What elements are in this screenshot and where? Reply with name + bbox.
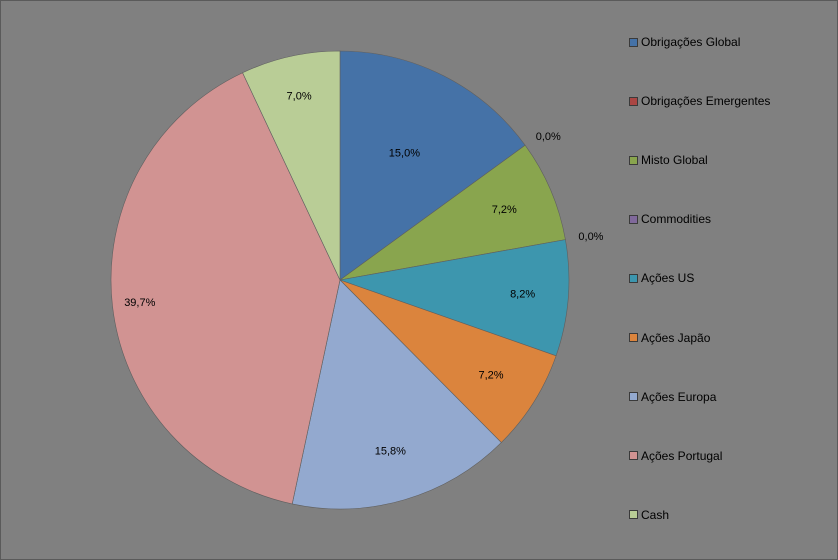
legend-item-cash: Cash [629,506,669,524]
legend-swatch [629,214,638,224]
data-label-acoes-europa: 15,8% [375,445,406,457]
pie-slice-misto-global [339,144,566,281]
legend-swatch [629,392,638,402]
legend-item-acoes-us: Ações US [629,269,694,287]
legend-swatch [629,96,638,106]
pie-slice-acoes-europa [291,279,502,510]
legend-swatch [629,37,638,47]
data-label-obrigacoes-global: 15,0% [389,147,420,159]
legend-swatch [629,333,638,342]
legend-label: Commodities [641,212,712,227]
pie-slice-acoes-portugal [110,72,341,505]
data-label-acoes-us: 8,2% [510,289,535,301]
legend-label: Ações US [641,271,695,286]
legend-label: Misto Global [641,153,708,168]
legend-label: Ações Europa [641,389,717,404]
data-label-commodities: 0,0% [578,231,603,243]
data-label-misto-global: 7,2% [492,204,517,216]
legend-item-acoes-portugal: Ações Portugal [629,447,722,465]
legend-label: Obrigações Global [641,35,741,49]
data-label-acoes-japao: 7,2% [478,369,503,381]
legend-swatch [629,155,638,165]
legend-swatch [629,273,638,283]
legend-item-misto-global: Misto Global [629,151,708,169]
legend-item-acoes-europa: Ações Europa [629,388,716,406]
pie-slice-cash [242,50,341,281]
legend-swatch [629,510,638,520]
legend-item-obrigacoes-global: Obrigações Global [629,33,740,51]
legend-label: Obrigações Emergentes [641,94,771,109]
pie-slice-acoes-us [338,239,570,357]
legend-item-obrigacoes-emergentes: Obrigações Emergentes [629,92,770,110]
legend-label: Ações Japão [641,330,711,345]
legend-label: Ações Portugal [641,448,723,463]
data-label-cash: 7,0% [287,91,312,103]
legend-item-commodities: Commodities [629,210,711,228]
pie-slice-obrigacoes-global [339,50,526,281]
legend-label: Cash [641,507,670,522]
legend-item-acoes-japao: Ações Japão [629,329,710,347]
legend-swatch [629,451,638,461]
data-label-obrigacoes-emergentes: 0,0% [536,131,561,143]
data-label-acoes-portugal: 39,7% [124,297,155,309]
pie-slice-acoes-japao [339,279,557,443]
